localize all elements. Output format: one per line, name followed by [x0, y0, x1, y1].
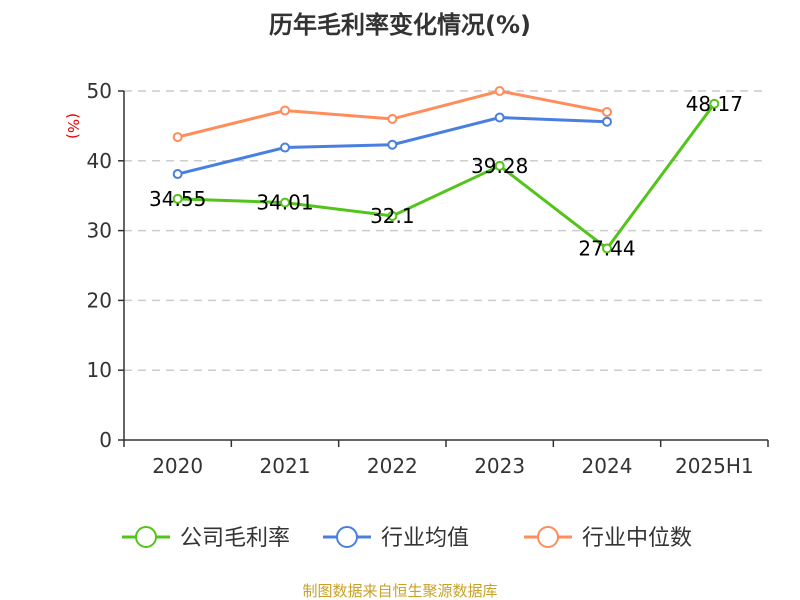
data-point	[172, 193, 183, 204]
x-tick-label: 2023	[474, 454, 525, 478]
y-axis-label: (%)	[64, 113, 82, 139]
source-note: 制图数据来自恒生聚源数据库	[302, 582, 497, 600]
data-label: 27.44	[578, 236, 635, 260]
data-point	[280, 197, 290, 208]
data-point	[494, 112, 505, 123]
legend-marker	[135, 526, 157, 548]
x-tick-label: 2022	[367, 454, 418, 478]
data-point	[280, 105, 290, 116]
data-point	[387, 210, 398, 221]
x-tick-label: 2024	[582, 454, 633, 478]
data-point	[172, 169, 183, 180]
y-tick-label: 10	[87, 358, 112, 382]
chart-title: 历年毛利率变化情况(%)	[269, 11, 531, 39]
data-point	[387, 113, 398, 124]
data-point	[709, 98, 720, 109]
data-label: 32.1	[370, 204, 415, 228]
data-label: 34.01	[256, 191, 313, 215]
data-label: 34.55	[149, 187, 206, 211]
y-tick-label: 0	[99, 428, 112, 452]
data-point	[602, 106, 612, 117]
data-point	[602, 116, 612, 127]
data-point	[387, 139, 398, 150]
y-tick-label: 40	[87, 149, 112, 173]
data-point	[172, 132, 183, 143]
legend-label: 行业均值	[381, 526, 469, 551]
legend-label: 公司毛利率	[180, 526, 290, 551]
legend-marker	[336, 526, 358, 548]
data-point	[280, 142, 290, 153]
data-label: 48.17	[686, 92, 743, 116]
data-point	[494, 160, 505, 171]
y-tick-label: 30	[87, 219, 112, 243]
x-tick-label: 2021	[260, 454, 311, 478]
data-point	[602, 243, 612, 254]
data-label: 39.28	[471, 154, 528, 178]
y-tick-label: 50	[87, 79, 112, 103]
x-tick-label: 2025H1	[675, 454, 754, 478]
legend-label: 行业中位数	[582, 526, 692, 551]
series-line	[177, 102, 716, 251]
data-point	[494, 86, 505, 96]
y-tick-label: 20	[87, 288, 112, 312]
legend-marker	[537, 526, 559, 548]
x-tick-label: 2020	[152, 454, 203, 478]
